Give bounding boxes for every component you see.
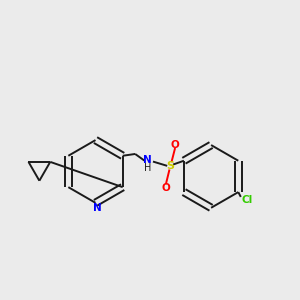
Text: N: N bbox=[93, 203, 101, 213]
Text: S: S bbox=[167, 161, 175, 171]
Text: O: O bbox=[161, 183, 170, 193]
Text: O: O bbox=[171, 140, 179, 150]
Text: Cl: Cl bbox=[241, 194, 252, 205]
Text: N: N bbox=[143, 154, 152, 165]
Text: H: H bbox=[144, 163, 152, 173]
